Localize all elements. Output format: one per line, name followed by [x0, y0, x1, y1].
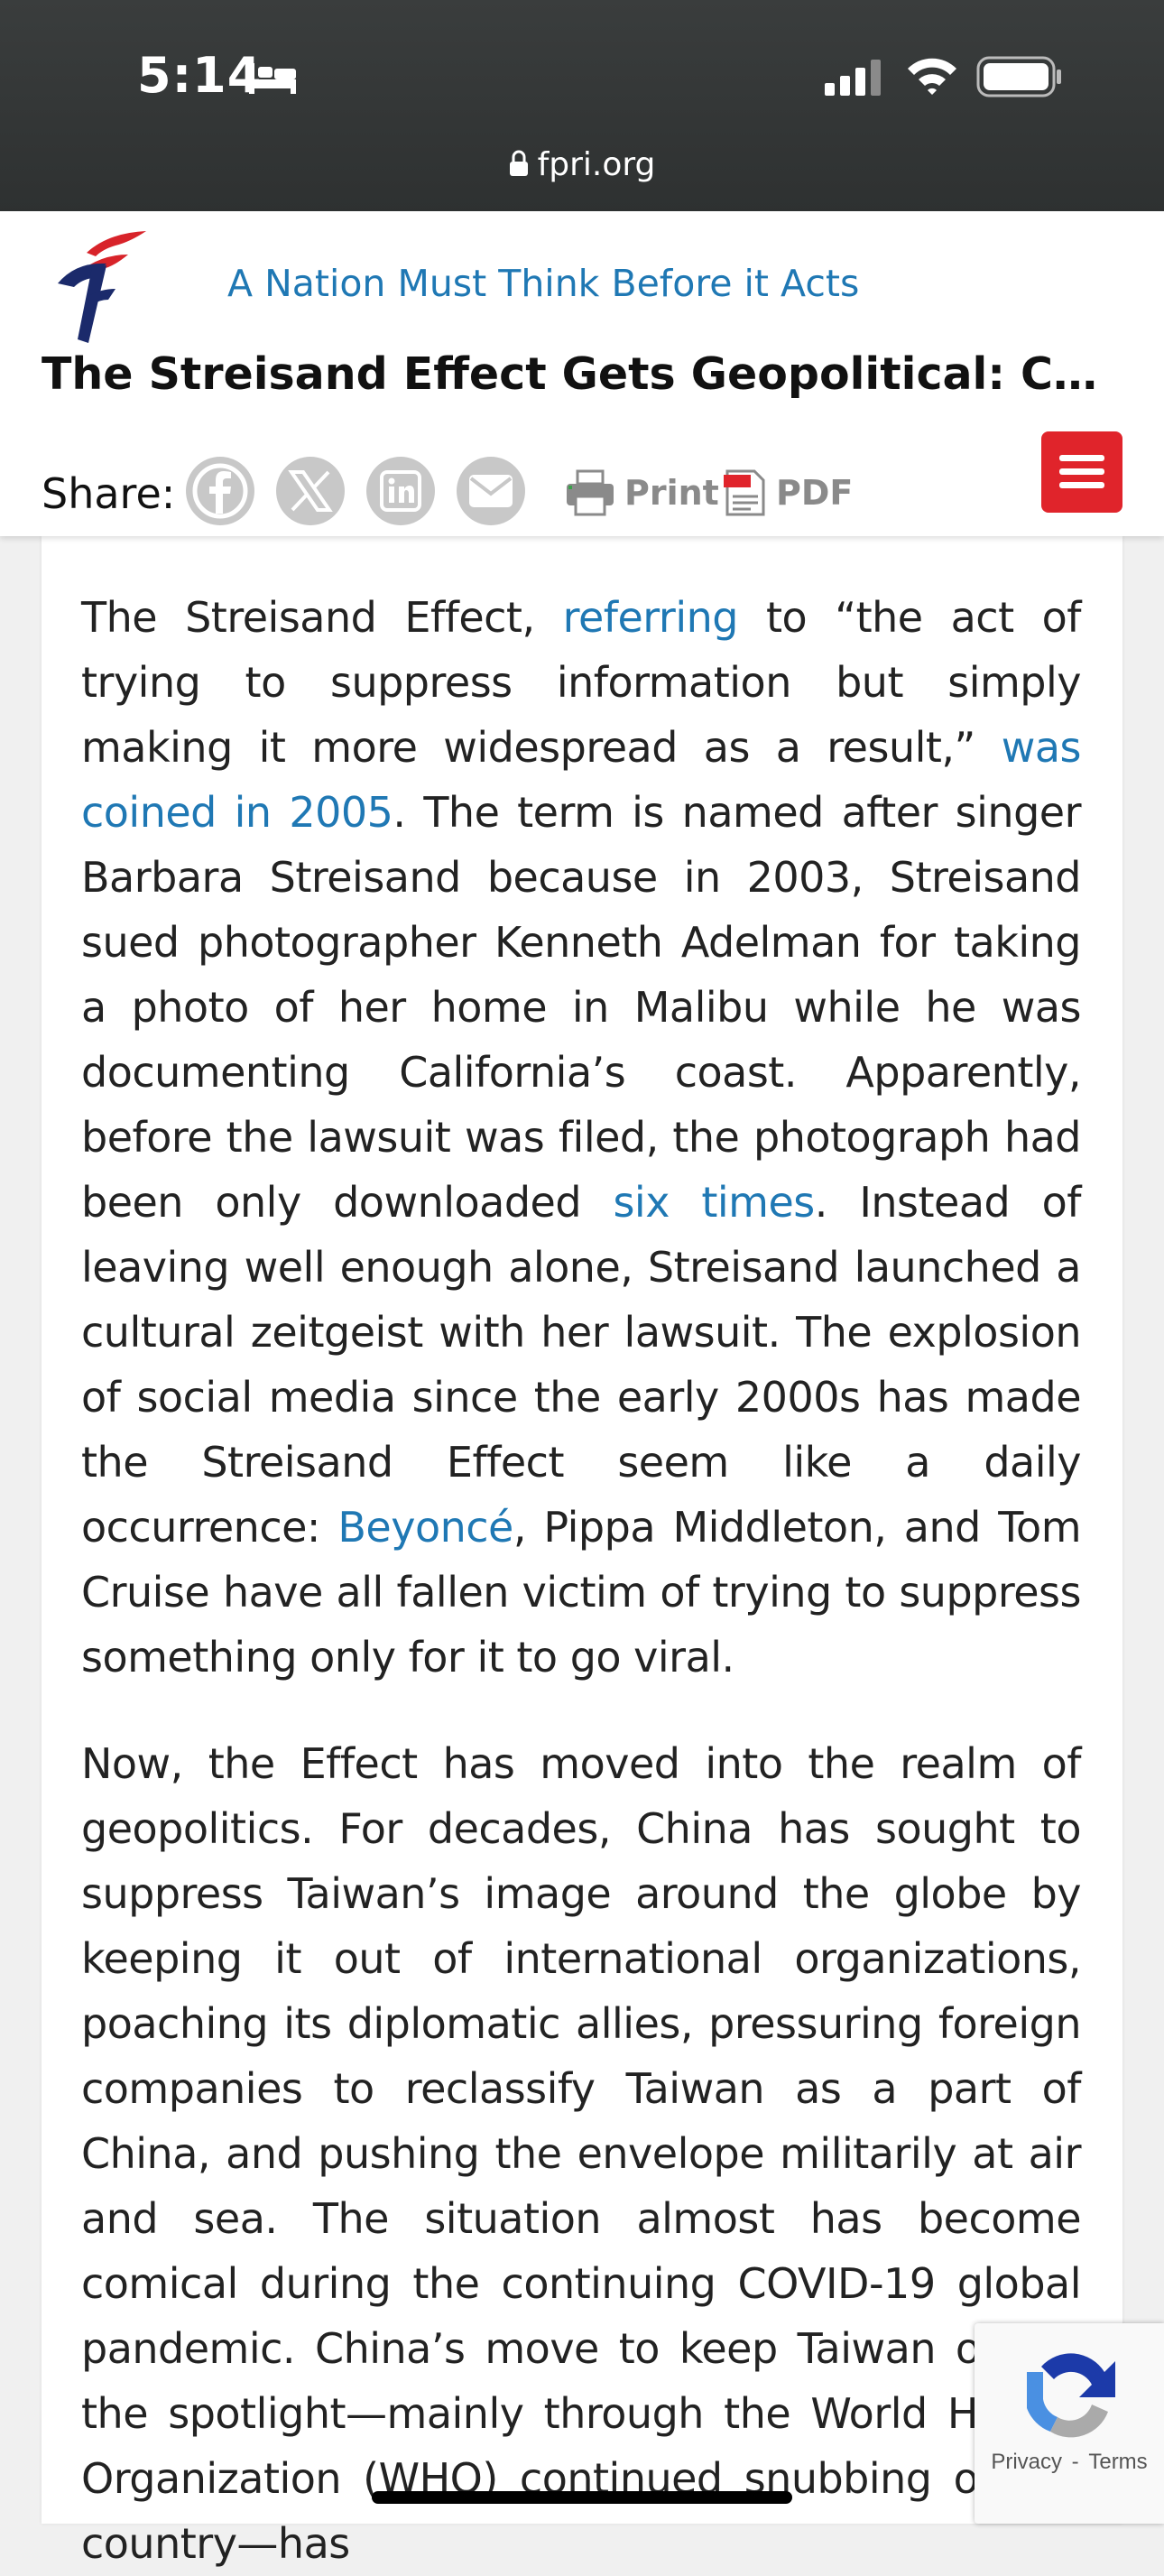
recaptcha-badge[interactable]: Privacy - Terms [975, 2323, 1164, 2524]
share-label: Share: [42, 469, 176, 518]
print-button[interactable]: Print [565, 469, 719, 516]
fpri-logo[interactable] [52, 229, 152, 347]
paragraph-text: . Instead of leaving well enough alone, … [81, 1178, 1082, 1552]
battery-icon [976, 56, 1061, 97]
hamburger-menu-button[interactable] [1041, 431, 1122, 513]
share-bar: Share: [42, 431, 1124, 540]
article-body: The Streisand Effect, referring to “the … [42, 536, 1122, 2568]
x-icon [288, 470, 333, 512]
share-facebook-button[interactable] [186, 457, 254, 525]
recaptcha-icon [1027, 2353, 1115, 2438]
pdf-label: PDF [776, 473, 854, 513]
link-beyonce[interactable]: Beyoncé [337, 1503, 513, 1552]
pdf-button[interactable]: PDF [724, 469, 853, 516]
link-was-coined-in-2005[interactable]: was coined in 2005 [81, 723, 1082, 837]
paragraph-text: . The term is named after singer Barbara… [81, 788, 1082, 1227]
address-bar-url: fpri.org [537, 146, 656, 183]
address-bar[interactable]: fpri.org [0, 146, 1164, 183]
site-header: A Nation Must Think Before it Acts The S… [0, 211, 1164, 536]
share-linkedin-button[interactable] [366, 457, 435, 525]
bed-icon [249, 63, 296, 94]
printer-icon [567, 469, 614, 516]
link-six-times[interactable]: six times [613, 1178, 815, 1227]
wifi-icon [908, 58, 956, 95]
recaptcha-separator: - [1071, 2450, 1079, 2474]
paragraph-text: to “the act of trying to suppress inform… [81, 593, 1082, 772]
site-tagline: A Nation Must Think Before it Acts [227, 262, 860, 305]
article-paragraph-2: Now, the Effect has moved into the realm… [81, 1739, 1082, 2568]
print-label: Print [624, 473, 719, 513]
status-time: 5:14 [137, 47, 263, 104]
signal-icon [825, 60, 881, 96]
paragraph-text: The Streisand Effect, [81, 593, 563, 642]
menu-icon [1059, 455, 1104, 488]
share-email-button[interactable] [457, 457, 525, 525]
share-x-button[interactable] [276, 457, 345, 525]
article-paragraph-1: The Streisand Effect, referring to “the … [81, 585, 1082, 1690]
recaptcha-terms-link[interactable]: Terms [1088, 2450, 1148, 2474]
article-title: The Streisand Effect Gets Geopolitical: … [42, 348, 1124, 400]
linkedin-icon [380, 470, 421, 512]
pdf-icon [724, 469, 765, 516]
lock-icon [509, 150, 528, 176]
email-icon [469, 475, 513, 507]
facebook-icon [192, 463, 248, 519]
status-bar: 5:14 fpri.org [0, 0, 1164, 211]
link-referring[interactable]: referring [562, 593, 739, 642]
paragraph-text: , Pippa Middleton, and Tom Cruise have a… [81, 1503, 1082, 1682]
home-indicator[interactable] [372, 2491, 792, 2504]
recaptcha-privacy-link[interactable]: Privacy [991, 2450, 1062, 2474]
recaptcha-links: Privacy - Terms [975, 2450, 1164, 2475]
